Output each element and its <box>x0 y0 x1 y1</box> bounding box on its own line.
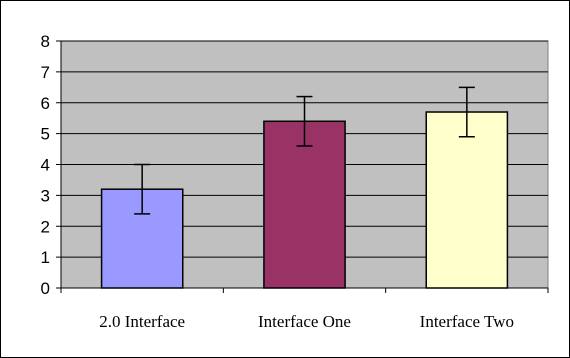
x-tick-label: 2.0 Interface <box>99 312 185 331</box>
y-tick-label: 3 <box>41 186 50 205</box>
x-tick-labels: 2.0 Interface Interface One Interface Two <box>99 312 514 331</box>
bar <box>263 120 346 289</box>
y-tick-labels: 0 1 2 3 4 5 6 7 8 <box>41 32 50 298</box>
axes <box>56 40 549 293</box>
bar <box>425 111 509 289</box>
y-tick-label: 1 <box>41 248 50 267</box>
y-tick-label: 8 <box>41 32 50 51</box>
y-tick-label: 2 <box>41 217 50 236</box>
x-tick-label: Interface One <box>258 312 351 331</box>
y-tick-label: 0 <box>41 279 50 298</box>
y-tick-label: 6 <box>41 94 50 113</box>
bars <box>100 111 509 289</box>
y-tick-label: 7 <box>41 63 50 82</box>
y-tick-label: 4 <box>41 156 50 175</box>
y-tick-label: 5 <box>41 125 50 144</box>
error-bars <box>134 86 475 215</box>
x-tick-label: Interface Two <box>420 312 514 331</box>
